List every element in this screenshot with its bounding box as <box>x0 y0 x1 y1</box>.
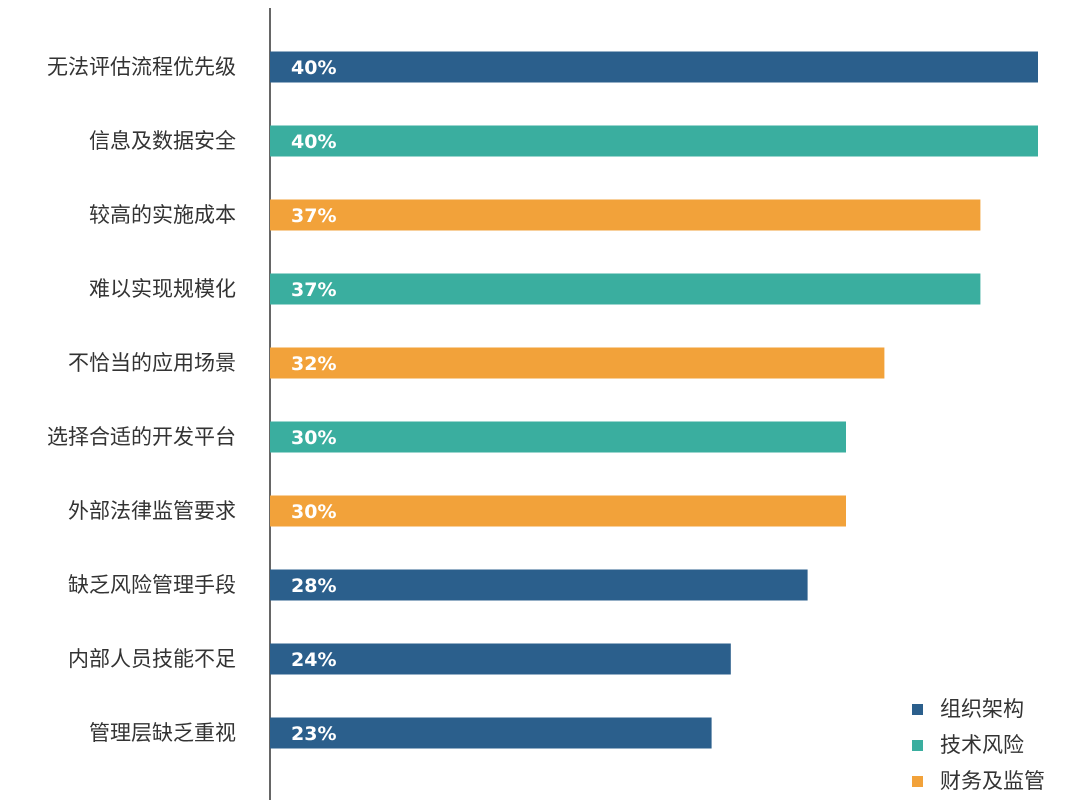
category-label: 较高的实施成本 <box>89 203 236 227</box>
legend-label: 组织架构 <box>940 697 1024 721</box>
bar <box>270 421 846 453</box>
value-label: 30% <box>291 501 336 523</box>
bar <box>270 717 712 749</box>
legend-swatch <box>912 776 923 787</box>
value-label: 37% <box>291 279 336 301</box>
bar <box>270 51 1038 83</box>
value-label: 40% <box>291 57 336 79</box>
bars-group: 无法评估流程优先级 40% 信息及数据安全 40% 较高的实施成本 37% 难以实现规模化 3… <box>47 51 1038 749</box>
category-label: 管理层缺乏重视 <box>89 721 236 745</box>
bar <box>270 569 808 601</box>
value-label: 37% <box>291 205 336 227</box>
legend-swatch <box>912 740 923 751</box>
legend-swatch <box>912 704 923 715</box>
legend-label: 技术风险 <box>940 733 1024 757</box>
category-label: 信息及数据安全 <box>89 129 236 153</box>
value-label: 30% <box>291 427 336 449</box>
bar <box>270 125 1038 157</box>
value-label: 40% <box>291 131 336 153</box>
category-label: 难以实现规模化 <box>89 277 236 301</box>
bar <box>270 347 885 379</box>
category-label: 不恰当的应用场景 <box>68 351 236 375</box>
value-label: 23% <box>291 723 336 745</box>
value-label: 32% <box>291 353 336 375</box>
bar <box>270 495 846 527</box>
category-label: 外部法律监管要求 <box>68 499 236 523</box>
category-label: 缺乏风险管理手段 <box>68 573 236 597</box>
category-label: 无法评估流程优先级 <box>47 55 236 79</box>
legend-label: 财务及监管 <box>940 769 1045 793</box>
bar <box>270 643 731 675</box>
category-label: 选择合适的开发平台 <box>47 425 236 449</box>
bar <box>270 273 981 305</box>
value-label: 28% <box>291 575 336 597</box>
bar <box>270 199 981 231</box>
value-label: 24% <box>291 649 336 671</box>
category-label: 内部人员技能不足 <box>68 647 236 671</box>
